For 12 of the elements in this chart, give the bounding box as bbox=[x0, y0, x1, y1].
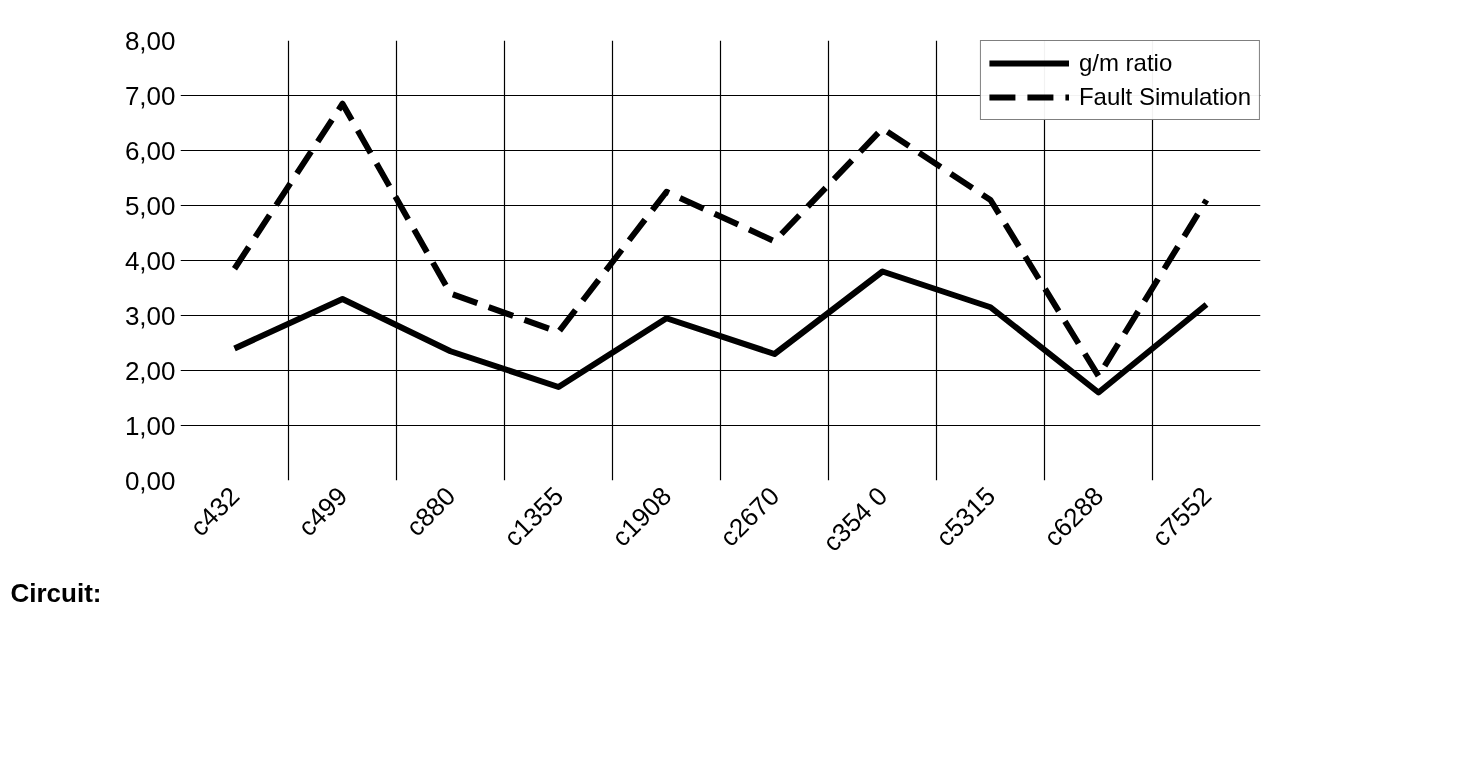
y-tick-label: 8,00 bbox=[124, 25, 176, 56]
y-tick-label: 6,00 bbox=[124, 135, 176, 166]
y-tick-label: 4,00 bbox=[124, 245, 176, 276]
y-tick-label: 0,00 bbox=[124, 465, 176, 496]
legend-label: Fault Simulation bbox=[1078, 83, 1251, 111]
x-axis-title: Circuit: bbox=[10, 577, 102, 608]
legend-label: g/m ratio bbox=[1078, 49, 1173, 77]
y-tick-label: 3,00 bbox=[124, 300, 176, 331]
y-tick-label: 7,00 bbox=[124, 80, 176, 111]
y-tick-label: 5,00 bbox=[124, 190, 176, 221]
y-tick-label: 2,00 bbox=[124, 355, 176, 386]
y-tick-label: 1,00 bbox=[124, 410, 176, 441]
